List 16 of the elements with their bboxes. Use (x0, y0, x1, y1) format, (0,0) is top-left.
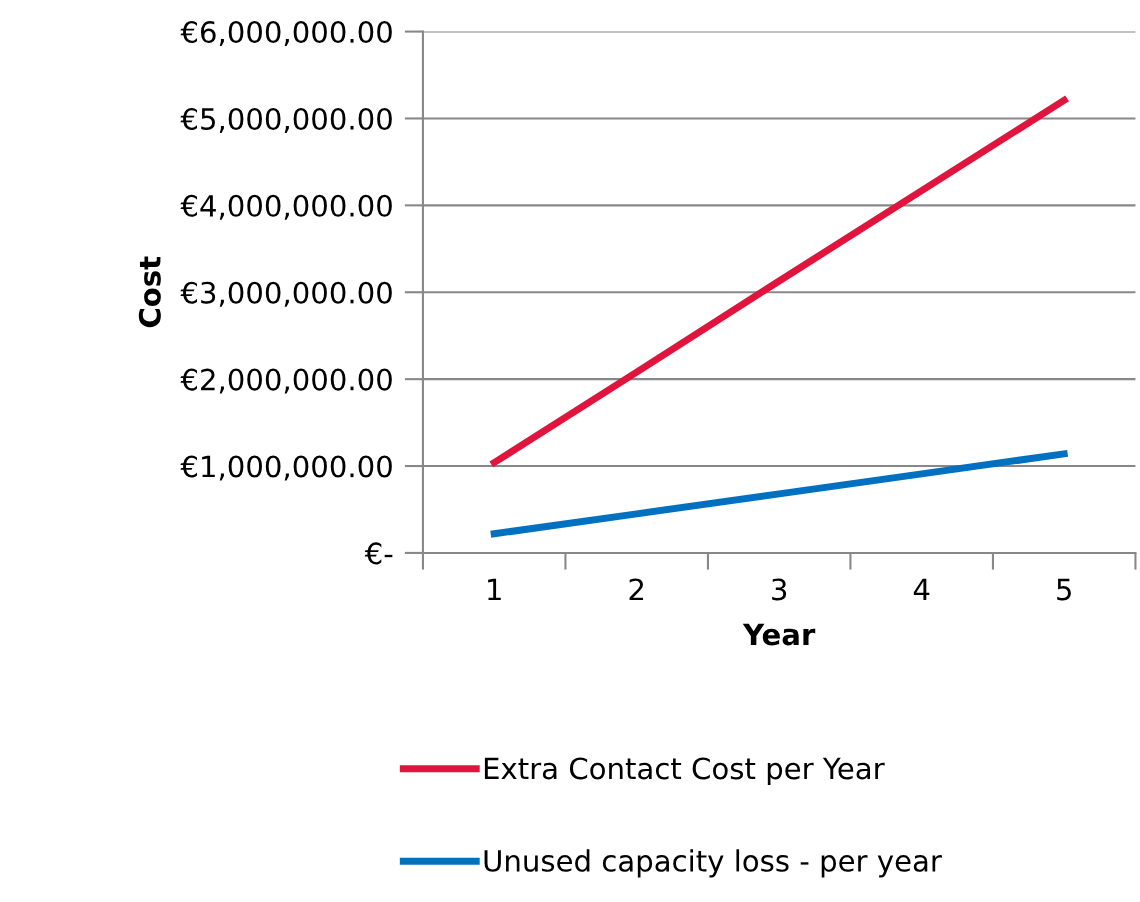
x-tick-label: 5 (1057, 578, 1071, 601)
legend-label: Extra Contact Cost per Year (484, 757, 885, 786)
y-tick-label: €4,000,000.00 (180, 194, 392, 220)
y-tick-label: €6,000,000.00 (180, 21, 392, 47)
x-tick-label: 3 (772, 578, 787, 601)
x-tick-label: 2 (629, 578, 644, 601)
y-tick-label: €1,000,000.00 (180, 455, 392, 481)
x-tick-label: 1 (488, 578, 501, 601)
y-tick-label: €5,000,000.00 (180, 107, 392, 133)
y-tick-label: €2,000,000.00 (180, 368, 392, 394)
y-axis-title: Cost (138, 256, 161, 328)
y-tick-label: €- (364, 542, 393, 565)
y-tick-label: €3,000,000.00 (180, 281, 392, 307)
x-tick-label: 4 (913, 578, 930, 601)
legend-label: Unused capacity loss - per year (484, 849, 942, 878)
x-axis-title: Year (742, 623, 816, 646)
